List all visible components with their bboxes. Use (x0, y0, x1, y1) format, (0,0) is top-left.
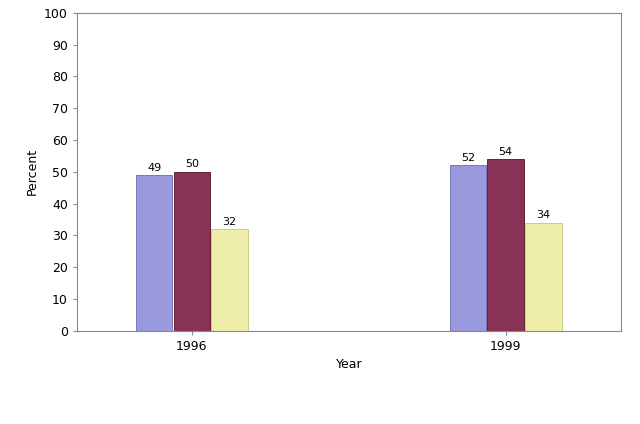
Text: 52: 52 (461, 153, 475, 163)
Text: 54: 54 (499, 147, 513, 157)
Bar (173, 172, 210, 331)
Text: 49: 49 (147, 163, 161, 173)
Text: 32: 32 (223, 217, 237, 227)
X-axis label: Year: Year (335, 358, 362, 371)
Bar (136, 175, 173, 331)
Text: 34: 34 (536, 210, 550, 220)
Y-axis label: Percent: Percent (26, 148, 38, 195)
Text: 50: 50 (185, 159, 199, 170)
Bar (211, 229, 248, 331)
Bar (450, 165, 486, 331)
Bar (525, 223, 562, 331)
Bar (488, 159, 524, 331)
